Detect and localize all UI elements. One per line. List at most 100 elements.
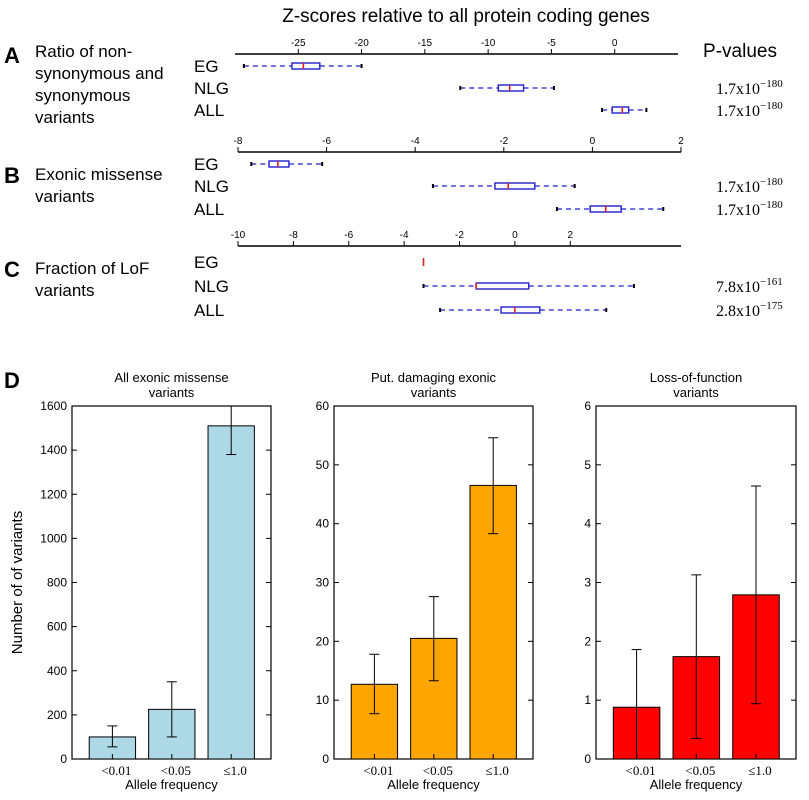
- pvalue-label: 1.7x10−180: [716, 78, 783, 98]
- group-label: EG: [194, 253, 219, 272]
- y-tick-label: 1: [584, 693, 591, 707]
- subplot-title-line: variants: [673, 385, 719, 400]
- box-iqr: [494, 182, 536, 190]
- y-tick-label: 50: [316, 458, 330, 472]
- panel-title-line: synonymous: [35, 86, 130, 105]
- panel-title-line: variants: [35, 108, 95, 127]
- pvalue-label: 7.8x10−161: [716, 276, 783, 296]
- group-label: ALL: [194, 200, 224, 219]
- panel-title-line: synonymous and: [35, 64, 164, 83]
- x-tick-label: 2: [678, 136, 684, 147]
- y-tick-label: 400: [47, 664, 67, 678]
- panel-title-line: Fraction of LoF: [35, 259, 149, 278]
- x-tick-label: -2: [455, 230, 464, 241]
- x-tick-label: -5: [547, 38, 556, 49]
- y-tick-label: 3: [584, 576, 591, 590]
- x-tick-label: <0.05: [161, 763, 191, 778]
- y-tick-label: 800: [47, 576, 67, 590]
- y-tick-label: 4: [584, 517, 591, 531]
- subplot-title-line: Loss-of-function: [650, 370, 743, 385]
- x-tick-label: <0.01: [363, 763, 393, 778]
- pvalues-header: P-values: [703, 41, 777, 62]
- panel-d: D All exonic missensevariants02004006008…: [4, 368, 797, 792]
- y-tick-label: 60: [316, 399, 330, 413]
- x-tick-label: <0.05: [423, 763, 453, 778]
- panel-title-line: variants: [35, 281, 95, 300]
- panel-title-line: variants: [35, 187, 95, 206]
- y-axis-label: Number of of variants: [9, 511, 26, 654]
- x-axis-label: Allele frequency: [125, 777, 218, 792]
- bar: [207, 425, 255, 760]
- panel-title-line: Exonic missense: [35, 165, 163, 184]
- x-tick-label: <0.05: [685, 763, 715, 778]
- x-tick-label: -8: [234, 136, 243, 147]
- subplot-title-line: variants: [149, 385, 195, 400]
- x-tick-label: -4: [400, 230, 409, 241]
- panel-letter-c: C: [4, 257, 20, 282]
- panel-letter-d: D: [4, 368, 20, 393]
- subplot-title-line: variants: [411, 385, 457, 400]
- x-tick-label: -2: [499, 136, 508, 147]
- group-label: ALL: [194, 101, 224, 120]
- x-tick-label: -6: [322, 136, 331, 147]
- panel-letter-b: B: [4, 163, 20, 188]
- box-iqr: [500, 306, 541, 314]
- x-tick-label: ≤1.0: [486, 763, 509, 778]
- panel-b: B Exonic missense variants -8 -6 -4 -2 0 2 EG NLG…: [4, 136, 783, 219]
- y-tick-label: 1600: [40, 399, 67, 413]
- box-iqr: [268, 160, 290, 168]
- pvalue-label: 2.8x10−175: [716, 300, 783, 320]
- x-tick-label: -10: [481, 38, 496, 49]
- x-tick-label: 0: [512, 230, 518, 241]
- subplot-title-line: Put. damaging exonic: [371, 370, 497, 385]
- group-label: ALL: [194, 301, 224, 320]
- y-tick-label: 20: [316, 634, 330, 648]
- pvalue-label: 1.7x10−180: [716, 100, 783, 120]
- subplot-title-line: All exonic missense: [114, 370, 228, 385]
- x-tick-label: -10: [231, 230, 246, 241]
- box-iqr: [611, 106, 630, 114]
- y-tick-label: 1200: [40, 487, 67, 501]
- x-tick-label: <0.01: [626, 763, 656, 778]
- group-label: NLG: [194, 277, 229, 296]
- box-iqr: [497, 84, 525, 92]
- y-tick-label: 10: [316, 693, 330, 707]
- x-tick-label: 0: [612, 38, 618, 49]
- group-label: NLG: [194, 79, 229, 98]
- x-tick-label: -6: [344, 230, 353, 241]
- panel-letter-a: A: [4, 43, 20, 68]
- panel-a: A Ratio of non-synonymous and synonymous v…: [4, 38, 783, 127]
- pvalue-label: 1.7x10−180: [716, 199, 783, 219]
- x-tick-label: -20: [354, 38, 369, 49]
- x-tick-label: 2: [567, 230, 573, 241]
- group-label: EG: [194, 57, 219, 76]
- x-tick-label: ≤1.0: [748, 763, 771, 778]
- x-tick-label: <0.01: [101, 763, 131, 778]
- x-tick-label: 0: [590, 136, 596, 147]
- x-tick-label: -15: [418, 38, 433, 49]
- y-tick-label: 5: [584, 458, 591, 472]
- y-tick-label: 40: [316, 517, 330, 531]
- box-iqr: [475, 282, 530, 290]
- y-tick-label: 6: [584, 399, 591, 413]
- pvalue-label: 1.7x10−180: [716, 176, 783, 196]
- y-tick-label: 200: [47, 708, 67, 722]
- panel-c: C Fraction of LoF variants -10 -8 -6 -4 -2 0 2 EG…: [4, 230, 783, 320]
- group-label: EG: [194, 155, 219, 174]
- x-axis-label: Allele frequency: [387, 777, 480, 792]
- y-tick-label: 30: [316, 576, 330, 590]
- y-tick-label: 0: [322, 752, 329, 766]
- box-iqr: [291, 62, 321, 70]
- x-tick-label: -25: [291, 38, 306, 49]
- x-axis-label: Allele frequency: [650, 777, 743, 792]
- y-tick-label: 1000: [40, 531, 67, 545]
- y-tick-label: 1400: [40, 443, 67, 457]
- y-tick-label: 0: [584, 752, 591, 766]
- x-tick-label: -8: [289, 230, 298, 241]
- x-tick-label: -4: [411, 136, 420, 147]
- figure-title: Z-scores relative to all protein coding …: [282, 6, 650, 27]
- x-tick-label: ≤1.0: [224, 763, 247, 778]
